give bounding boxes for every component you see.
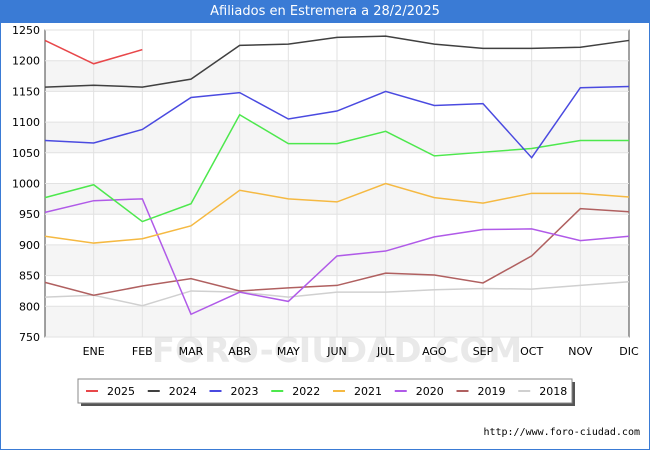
series-line-2025 xyxy=(44,39,143,65)
legend-label-2022: 2022 xyxy=(292,385,320,398)
watermark: FORO-CIUDAD.COM xyxy=(152,331,523,371)
x-tick-label: SEP xyxy=(473,345,494,358)
x-tick-label: DIC xyxy=(619,345,639,358)
legend-label-2025: 2025 xyxy=(107,385,135,398)
y-tick-label: 900 xyxy=(19,239,40,252)
legend-label-2018: 2018 xyxy=(539,385,567,398)
x-tick-label: JUN xyxy=(326,345,347,358)
series-line-2023 xyxy=(44,85,630,159)
y-tick-label: 850 xyxy=(19,270,40,283)
x-tick-label: AGO xyxy=(422,345,447,358)
y-tick-label: 1200 xyxy=(12,55,40,68)
y-tick-label: 1050 xyxy=(12,147,40,160)
series-line-2020 xyxy=(44,198,630,316)
y-tick-label: 750 xyxy=(19,331,40,344)
series-line-2018 xyxy=(44,280,630,307)
y-tick-label: 800 xyxy=(19,300,40,313)
series-line-2019 xyxy=(44,207,630,297)
legend-label-2021: 2021 xyxy=(354,385,382,398)
legend-label-2020: 2020 xyxy=(416,385,444,398)
x-tick-label: ABR xyxy=(228,345,251,358)
x-axis: ENE FEB MAR ABR MAY JUN JUL AGO SEP OCT NOV DIC xyxy=(83,345,639,358)
series-line-2024 xyxy=(44,35,630,88)
source-link[interactable]: http://www.foro-ciudad.com xyxy=(483,427,640,438)
series-lines xyxy=(44,35,630,316)
legend-box xyxy=(77,378,573,404)
chart-title: Afiliados en Estremera a 28/2/2025 xyxy=(1,1,649,23)
y-tick-label: 1250 xyxy=(12,24,40,37)
x-tick-label: MAY xyxy=(277,345,300,358)
legend-label-2024: 2024 xyxy=(169,385,197,398)
x-tick-label: OCT xyxy=(520,345,543,358)
y-tick-label: 950 xyxy=(19,208,40,221)
x-tick-label: FEB xyxy=(132,345,153,358)
y-tick-label: 1150 xyxy=(12,85,40,98)
y-axis: 750 800 850 900 950 1000 1050 1100 1150 1200 1250 xyxy=(12,24,40,344)
x-tick-label: MAR xyxy=(179,345,204,358)
x-tick-label: JUL xyxy=(376,345,395,358)
y-tick-label: 1000 xyxy=(12,178,40,191)
legend-label-2019: 2019 xyxy=(478,385,506,398)
series-line-2021 xyxy=(44,182,630,244)
series-line-2022 xyxy=(44,113,629,223)
x-tick-label: NOV xyxy=(568,345,593,358)
legend: 2025 2024 2023 2022 2021 2020 2019 2018 xyxy=(77,378,575,406)
grid-lines xyxy=(45,29,629,338)
y-tick-label: 1100 xyxy=(12,116,40,129)
legend-label-2023: 2023 xyxy=(231,385,259,398)
x-tick-label: ENE xyxy=(83,345,105,358)
